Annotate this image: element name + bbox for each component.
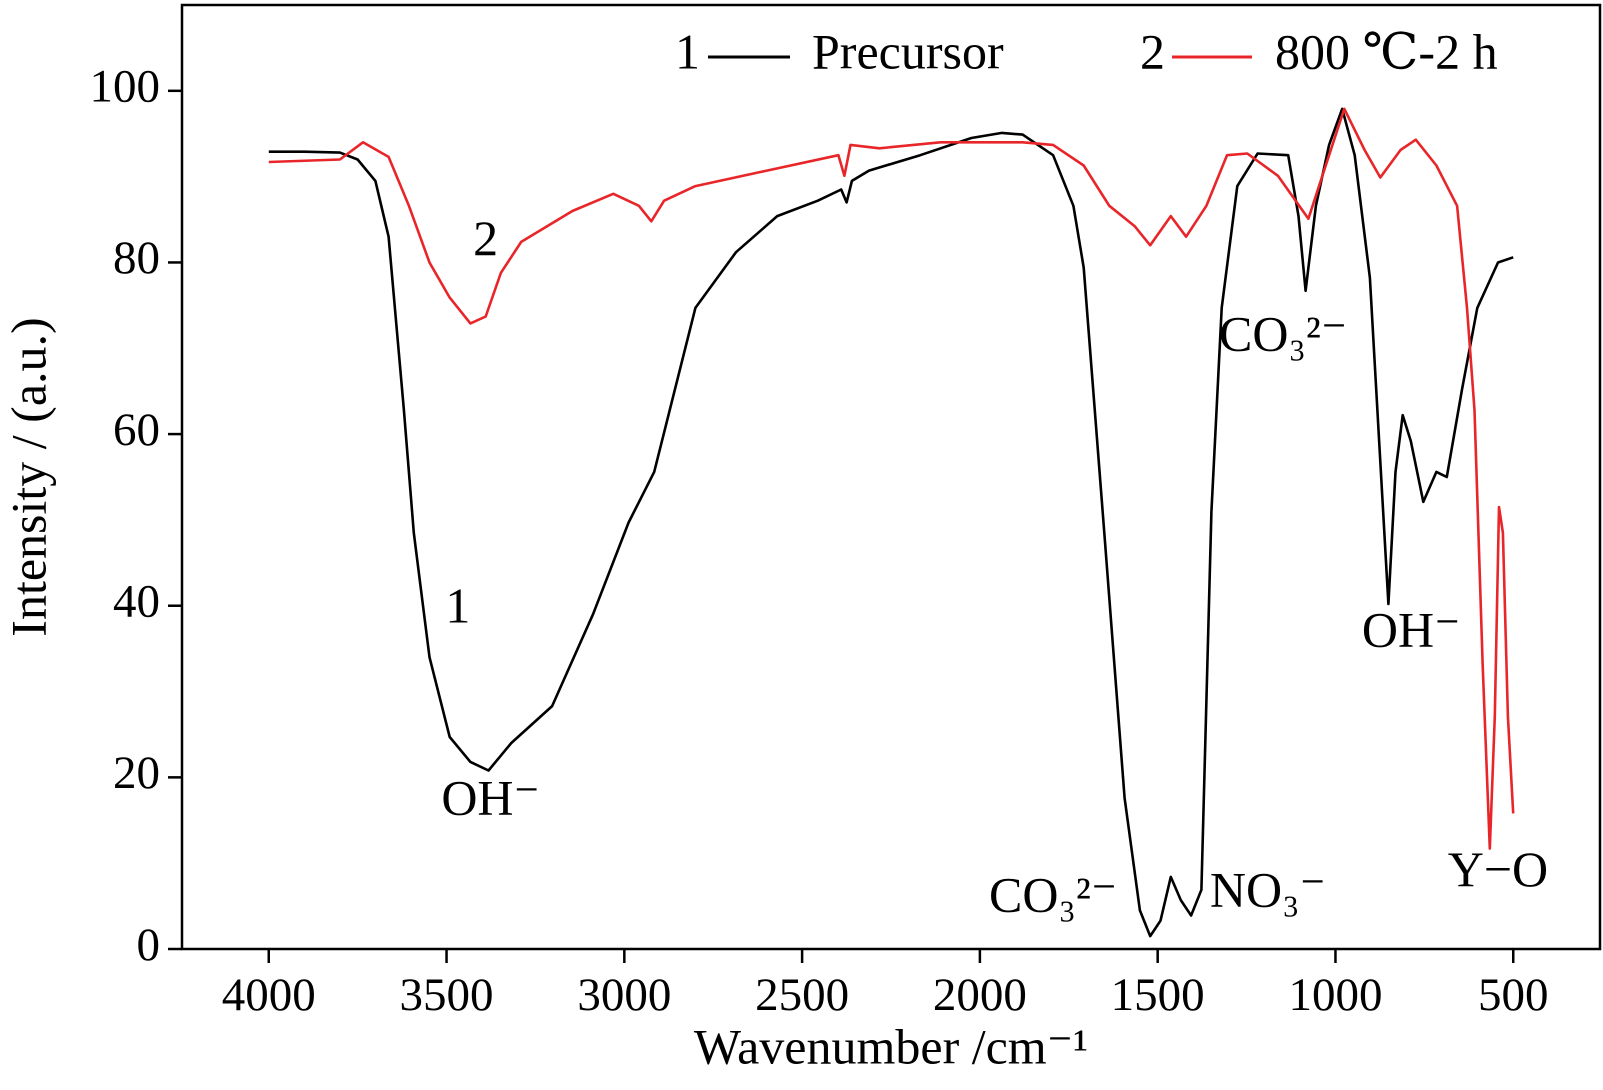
series-line — [268, 107, 1515, 850]
y-tick-label: 80 — [113, 232, 160, 284]
annotation: CO₃²⁻ — [1219, 305, 1347, 361]
x-tick-label: 500 — [1478, 969, 1549, 1021]
annotation: Y−O — [1448, 841, 1548, 897]
x-tick-label: 1500 — [1111, 969, 1205, 1021]
x-tick-label: 3500 — [400, 969, 494, 1021]
legend-label: 800 ℃-2 h — [1275, 23, 1498, 79]
legend-label: Precursor — [812, 23, 1004, 79]
annotation: CO₃²⁻ — [989, 867, 1117, 923]
annotation: 2 — [473, 210, 498, 266]
series-line — [268, 107, 1514, 938]
legend: 1 Precursor 2 800 ℃-2 h — [675, 23, 1498, 79]
y-tick-label: 60 — [113, 404, 160, 456]
legend-number: 2 — [1140, 23, 1165, 79]
x-tick-label: 4000 — [222, 969, 316, 1021]
annotation: OH⁻ — [1362, 601, 1461, 657]
y-tick-label: 40 — [113, 576, 160, 628]
legend-number: 1 — [675, 23, 700, 79]
plot-frame — [180, 3, 1602, 951]
y-tick-label: 0 — [137, 919, 161, 971]
y-axis-label: Intensity / (a.u.) — [0, 317, 56, 636]
x-tick-label: 3000 — [577, 969, 671, 1021]
x-tick-label: 2500 — [755, 969, 849, 1021]
y-tick-label: 20 — [113, 747, 160, 799]
annotation: OH⁻ — [441, 770, 540, 826]
annotation: 1 — [445, 577, 470, 633]
x-tick-label: 2000 — [933, 969, 1027, 1021]
x-axis-label: Wavenumber /cm⁻¹ — [694, 1018, 1088, 1074]
x-tick-label: 1000 — [1288, 969, 1382, 1021]
annotation: NO₃⁻ — [1210, 861, 1326, 917]
y-tick-label: 100 — [90, 61, 161, 113]
